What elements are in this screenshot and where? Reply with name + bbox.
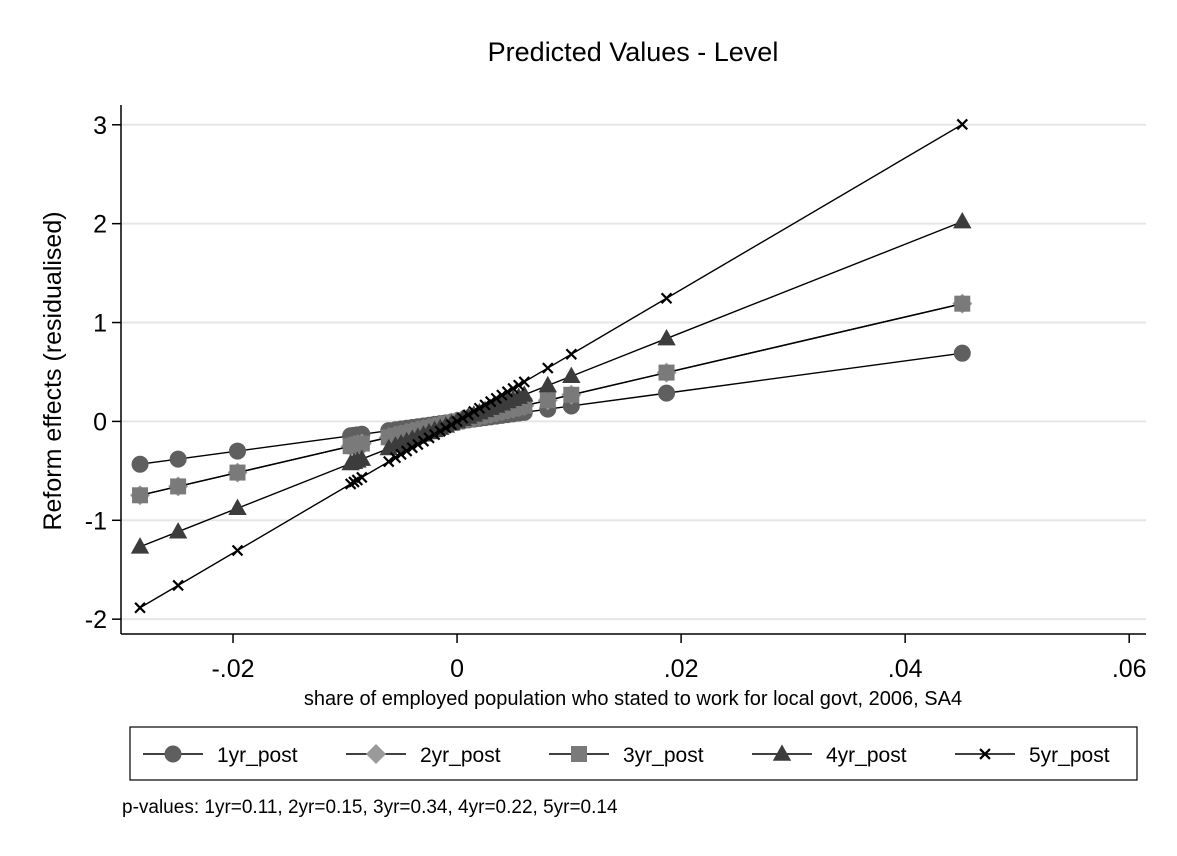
data-point [172,579,184,592]
data-point [451,415,463,428]
x-axis-label: share of employed population who stated … [304,688,962,710]
data-point [515,385,534,402]
legend-item: 2yr_post [346,744,501,767]
y-tick-label: -2 [85,606,107,634]
data-point [134,602,146,614]
data-point [412,438,424,451]
data-point [954,295,971,312]
data-point [353,435,370,452]
legend-label: 2yr_post [420,744,501,767]
data-point [956,118,969,131]
data-point [563,386,580,403]
data-point [423,432,435,444]
legend-label: 4yr_post [826,744,907,767]
data-point [658,364,675,381]
data-point [658,384,676,402]
data-point [562,366,581,384]
data-point [565,348,578,360]
data-point [445,418,458,431]
legend-label: 5yr_post [1029,744,1110,767]
data-point [130,537,150,554]
data-point [170,478,187,495]
data-point [352,449,372,466]
data-point [538,375,558,393]
plot-series [130,118,973,614]
data-point [389,451,402,464]
data-point [490,392,503,405]
data-point [228,498,247,516]
y-tick-label: 1 [93,310,107,338]
data-point [400,445,413,457]
data-point [542,362,554,374]
data-point [440,422,452,434]
data-point [479,399,491,411]
y-tick-label: 3 [93,112,107,140]
data-point [484,395,497,408]
data-point [473,402,486,414]
legend-item: 4yr_post [752,744,907,767]
data-point [456,412,469,424]
data-point [131,455,149,473]
chart-title: Predicted Values - Level [488,37,779,67]
data-point [168,522,188,539]
legend-marker [979,748,991,760]
legend-marker [366,744,386,764]
y-tick-label: 0 [93,408,107,436]
x-tick-label: .02 [664,655,699,683]
x-tick-label: .04 [888,655,923,683]
data-point [434,425,446,438]
axis-ticks: -2 -1 0 1 2 3 -.02 0 .02 .04 .06 [85,112,1147,683]
data-point [395,448,407,461]
data-point [231,544,244,557]
series-3yr_post [132,295,971,504]
data-point [406,442,418,454]
data-point [953,212,972,229]
data-point [496,389,508,401]
legend-item: 3yr_post [549,744,704,767]
legend-marker [164,745,182,763]
data-point [512,379,525,391]
data-point [356,471,368,484]
data-point [660,292,673,305]
y-axis-label: Reform effects (residualised) [39,211,67,530]
data-point [229,442,247,460]
data-point [501,386,514,398]
y-tick-label: -1 [85,507,107,535]
data-point [169,450,187,468]
data-point [657,328,676,346]
data-point [462,409,475,421]
legend: 1yr_post 2yr_post 3yr_post 4yr_post 5yr_post [143,744,1110,767]
data-point [428,428,441,441]
x-tick-label: 0 [450,655,464,683]
data-point [132,487,149,504]
data-point [507,382,519,395]
data-point [417,435,430,447]
data-point [539,392,556,409]
legend-marker [772,744,792,761]
x-tick-label: -.02 [211,655,254,683]
grid-lines [121,123,1146,621]
series-5yr_post [134,118,969,614]
data-point [518,376,531,388]
data-point [953,344,971,362]
legend-item: 5yr_post [955,744,1110,767]
legend-label: 3yr_post [623,744,704,767]
series-4yr_post [130,212,972,554]
y-tick-label: 2 [93,211,107,239]
p-values-note: p-values: 1yr=0.11, 2yr=0.15, 3yr=0.34, … [122,797,618,818]
data-point [229,464,246,481]
legend-item: 1yr_post [143,744,298,767]
data-point [382,455,395,468]
data-point [468,405,480,418]
legend-marker [571,746,587,762]
legend-label: 1yr_post [217,744,298,767]
x-tick-label: .06 [1112,655,1147,683]
